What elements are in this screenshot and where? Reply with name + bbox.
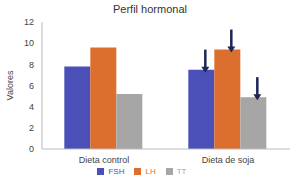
svg-text:4: 4 [29, 102, 34, 112]
svg-text:0: 0 [29, 144, 34, 154]
svg-text:Dieta control: Dieta control [79, 155, 130, 165]
svg-text:2: 2 [29, 123, 34, 133]
html-text:LH: LH [145, 167, 156, 176]
svg-text:6: 6 [29, 81, 34, 91]
svg-text:Valores: Valores [8, 70, 15, 100]
html-text:FSH: FSH [108, 167, 125, 176]
svg-text:10: 10 [24, 38, 34, 48]
svg-text:12: 12 [24, 17, 34, 27]
html-text:TT: TT [176, 167, 187, 176]
svg-text:8: 8 [29, 60, 34, 70]
svg-text:Dieta de soja: Dieta de soja [202, 155, 255, 165]
html-text:Perfil hormonal: Perfil hormonal [113, 3, 187, 15]
